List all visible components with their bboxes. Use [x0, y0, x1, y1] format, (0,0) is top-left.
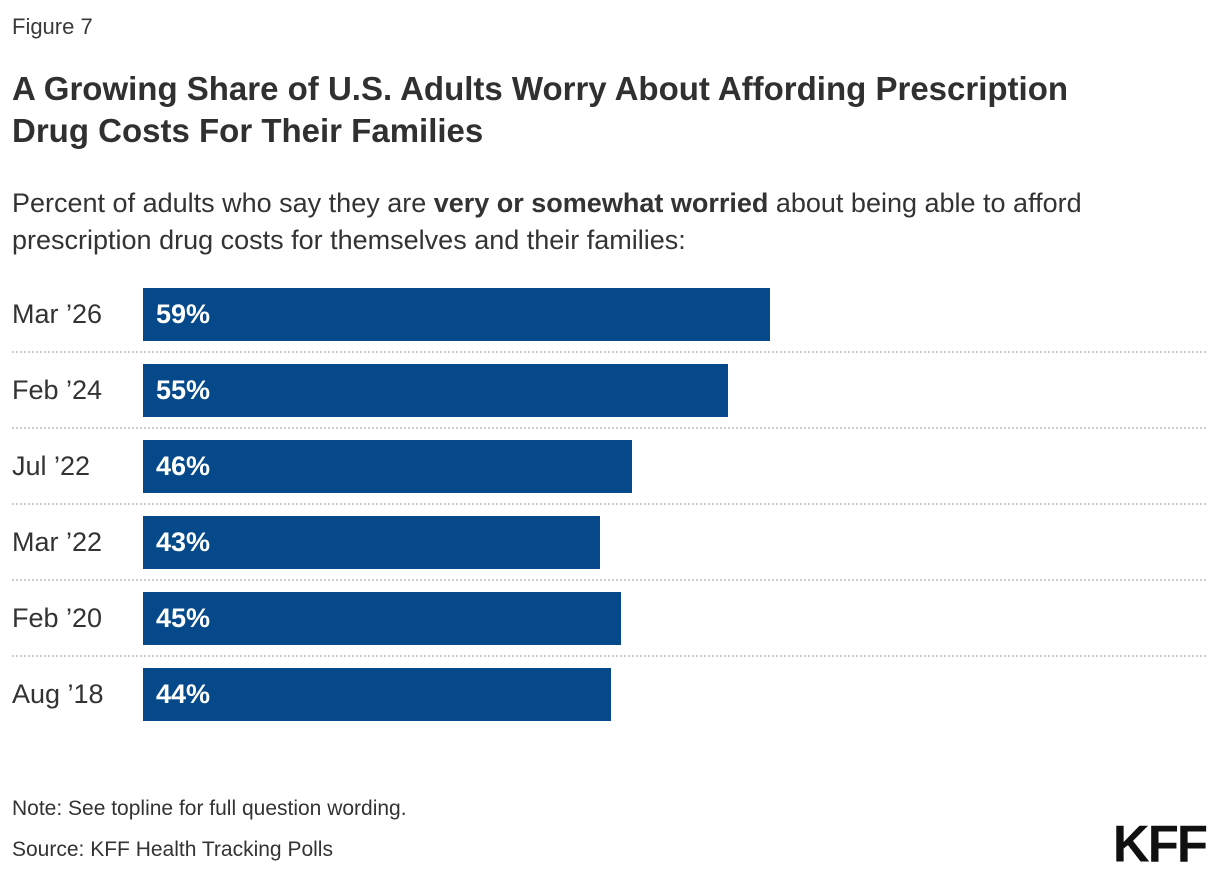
- row-label: Feb ’20: [12, 603, 103, 633]
- chart-row: Mar ’22 43%: [12, 516, 1206, 569]
- bar-track: 45%: [143, 592, 1206, 645]
- bar: 55%: [143, 364, 728, 417]
- row-separator: [12, 427, 1206, 429]
- row-separator: [12, 351, 1206, 353]
- row-label: Aug ’18: [12, 679, 104, 709]
- row-separator: [12, 655, 1206, 657]
- chart-row: Feb ’24 55%: [12, 364, 1206, 417]
- chart-row: Jul ’22 46%: [12, 440, 1206, 493]
- bar-value-label: 44%: [156, 679, 211, 709]
- figure-label: Figure 7: [12, 14, 93, 39]
- chart-row: Feb ’20 45%: [12, 592, 1206, 645]
- row-label: Jul ’22: [12, 451, 91, 481]
- row-label: Mar ’22: [12, 527, 103, 557]
- note-text: Note: See topline for full question word…: [12, 797, 407, 820]
- bar: 44%: [143, 668, 611, 721]
- bar: 46%: [143, 440, 632, 493]
- chart-subtitle: Percent of adults who say they are very …: [12, 185, 1112, 259]
- bar: 45%: [143, 592, 622, 645]
- bar-track: 46%: [143, 440, 1206, 493]
- chart-row: Mar ’26 59%: [12, 288, 1206, 341]
- row-label: Feb ’24: [12, 375, 103, 405]
- footer-notes: Note: See topline for full question word…: [12, 795, 407, 864]
- row-separator: [12, 503, 1206, 505]
- bar-value-label: 55%: [156, 375, 211, 405]
- kff-logo: KFF: [1112, 814, 1208, 873]
- bar-track: 44%: [143, 668, 1206, 721]
- row-separator: [12, 579, 1206, 581]
- bar-chart: Mar ’26 59% Feb ’24 55% Jul ’22 46% Mar ’22 43%…: [12, 288, 1206, 721]
- subtitle-bold-phrase: very or somewhat worried: [433, 188, 769, 218]
- subtitle-suffix: about being able to afford prescription …: [12, 188, 1082, 255]
- bar-value-label: 43%: [156, 527, 211, 557]
- chart-row: Aug ’18 44%: [12, 668, 1206, 721]
- bar-track: 59%: [143, 288, 1206, 341]
- chart-title: A Growing Share of U.S. Adults Worry Abo…: [12, 70, 1069, 149]
- bar-value-label: 46%: [156, 451, 211, 481]
- bar: 43%: [143, 516, 601, 569]
- bar-value-label: 45%: [156, 603, 211, 633]
- bar-value-label: 59%: [156, 299, 211, 329]
- row-label: Mar ’26: [12, 299, 103, 329]
- bar: 59%: [143, 288, 771, 341]
- source-text: Source: KFF Health Tracking Polls: [12, 838, 333, 861]
- subtitle-prefix: Percent of adults who say they are: [12, 188, 434, 218]
- bar-track: 55%: [143, 364, 1206, 417]
- chart-footer: Note: See topline for full question word…: [12, 795, 1208, 873]
- bar-track: 43%: [143, 516, 1206, 569]
